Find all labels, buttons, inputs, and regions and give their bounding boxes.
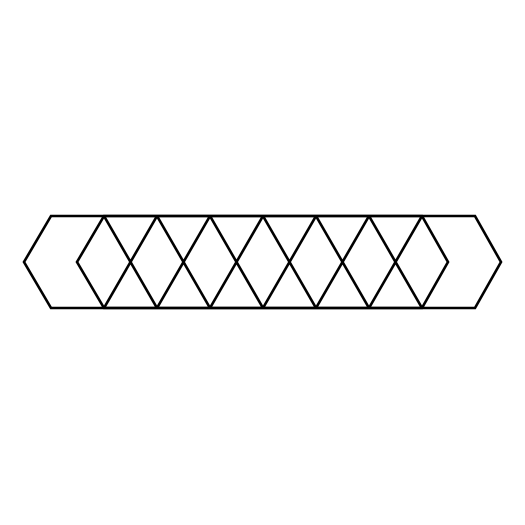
zigzag-line bbox=[367, 215, 424, 309]
zigzag-line bbox=[102, 215, 159, 309]
outer-hexagon bbox=[22, 214, 503, 310]
zigzag-line bbox=[155, 215, 212, 309]
zigzag-line bbox=[314, 215, 371, 309]
zigzag-line bbox=[208, 215, 265, 309]
zigzag-line bbox=[261, 215, 318, 309]
